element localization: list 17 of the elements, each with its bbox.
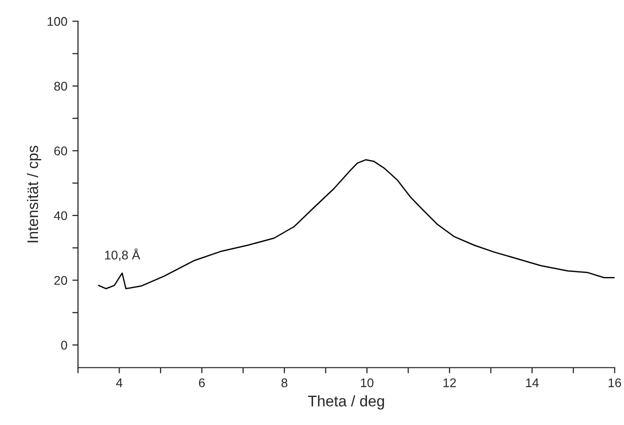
line-series — [98, 159, 615, 290]
x-tick-label: 16 — [608, 378, 622, 388]
y-tick-label: 0 — [61, 340, 68, 350]
x-tick-label: 8 — [281, 378, 288, 388]
x-tick-label: 12 — [444, 378, 456, 388]
x-tick-label: 4 — [116, 378, 122, 388]
y-tick-label: 100 — [48, 17, 68, 26]
x-tick-label: 10 — [360, 378, 374, 388]
y-tick-label: 60 — [54, 146, 68, 156]
y-axis-title: Intensität / cps — [26, 146, 42, 242]
y-tick-label: 40 — [54, 211, 68, 220]
x-tick-label: 6 — [199, 378, 205, 388]
y-tick-label: 20 — [54, 276, 68, 285]
annotation: 10,8 Å — [105, 248, 140, 261]
x-tick-label: 14 — [526, 378, 539, 388]
y-tick-label: 80 — [54, 82, 68, 91]
x-axis-title: Theta / deg — [308, 395, 384, 410]
